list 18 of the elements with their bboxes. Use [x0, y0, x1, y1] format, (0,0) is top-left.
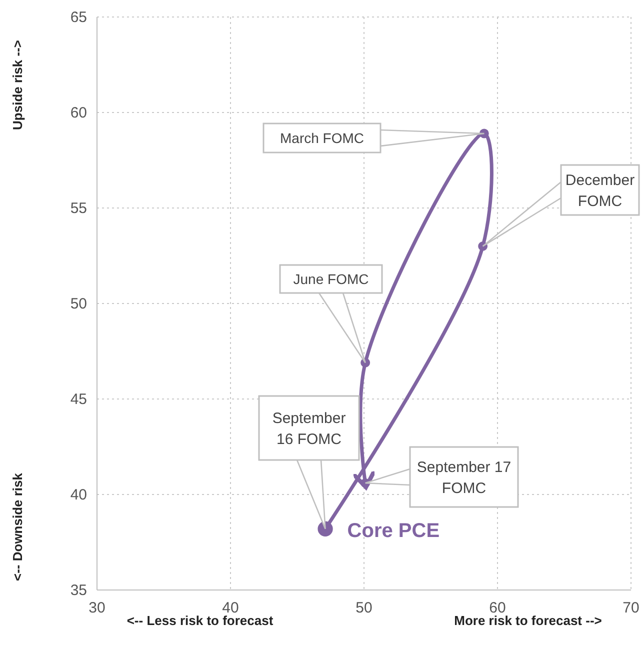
y-tick-label: 45: [70, 390, 87, 408]
x-tick-label: 70: [622, 600, 640, 617]
text: Upside risk -->: [10, 40, 25, 130]
annotation: March FOMC: [280, 130, 364, 146]
y-tick-label: 40: [70, 486, 87, 504]
series-label: Core PCE: [347, 520, 440, 542]
y-tick-label: 35: [70, 582, 87, 599]
annotation: December FOMC: [565, 172, 635, 210]
y-tick-label: 50: [70, 295, 87, 312]
y-tick-label: 60: [70, 104, 87, 122]
x-tick-label: 50: [356, 600, 372, 617]
annotation: June FOMC: [293, 270, 369, 287]
y-tick-label: 55: [70, 200, 87, 217]
y-tick-label: 65: [70, 8, 87, 26]
x-tick-label: 30: [88, 600, 106, 617]
annotation: September 17 FOMC: [416, 458, 512, 497]
text: <-- Downside risk: [10, 472, 25, 581]
annotation: September 16 FOMC: [272, 410, 346, 448]
